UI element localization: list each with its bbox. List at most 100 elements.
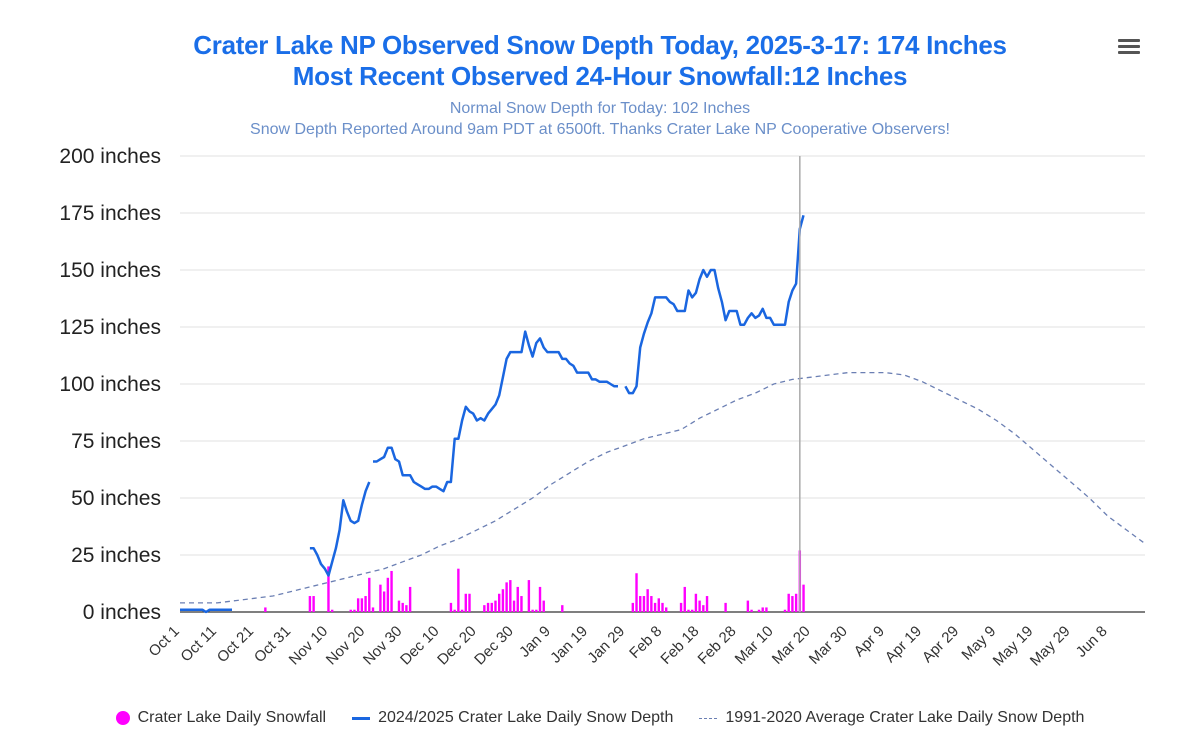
snowfall-bar (512, 600, 516, 612)
snowfall-bar (501, 589, 505, 612)
snow-depth-line (180, 608, 232, 614)
x-tick-label: Mar 10 (732, 623, 777, 668)
x-tick-label: Jan 29 (584, 623, 628, 667)
snowfall-bar (698, 600, 701, 612)
snowfall-bar (802, 584, 805, 612)
snowfall-bar (505, 582, 508, 612)
snowfall-bar (408, 586, 412, 612)
x-tick-label: Oct 11 (177, 623, 219, 665)
snow-depth-line (309, 481, 371, 577)
snowfall-bar (405, 605, 408, 612)
x-tick-label: Oct 1 (145, 623, 182, 660)
snowfall-bar (382, 591, 386, 612)
y-tick-label: 125 inches (59, 316, 161, 339)
snowfall-bar (453, 609, 456, 612)
snowfall-bar (468, 593, 471, 612)
snowfall-bar (631, 602, 635, 612)
snowfall-bar (457, 568, 460, 612)
snowfall-bar (349, 609, 352, 612)
x-tick-label: May 19 (990, 623, 1037, 670)
y-tick-label: 100 inches (59, 373, 161, 396)
x-tick-label: Dec 30 (471, 623, 517, 669)
snowfall-bar (683, 586, 686, 612)
y-tick-label: 50 inches (71, 487, 161, 510)
snowfall-bars (264, 550, 805, 612)
snowfall-bar (750, 609, 753, 612)
snowfall-bar (783, 609, 787, 612)
snowfall-bar (653, 602, 657, 612)
legend-dot-icon (115, 711, 130, 725)
x-tick-label: Dec 20 (434, 623, 480, 669)
snowfall-bar (356, 598, 360, 612)
snowfall-bar (308, 596, 312, 612)
snowfall-bar (791, 596, 794, 612)
snowfall-bar (642, 596, 646, 612)
x-tick-label: Apr 19 (882, 623, 925, 666)
snowfall-bar (520, 596, 523, 612)
snowfall-bar (561, 605, 564, 612)
snowfall-bar (665, 607, 668, 612)
x-tick-label: Nov 20 (323, 623, 369, 669)
grid-lines (180, 155, 1145, 613)
snowfall-bar (657, 598, 660, 612)
chart-subtitle-line1: Normal Snow Depth for Today: 102 Inches (449, 100, 751, 117)
snowfall-bar (386, 577, 390, 612)
snowfall-bar (486, 602, 490, 612)
x-tick-label: Feb 28 (695, 623, 740, 668)
hamburger-menu-icon[interactable] (1116, 36, 1142, 58)
x-tick-label: Jun 8 (1073, 623, 1111, 661)
snowfall-bar (490, 602, 493, 612)
x-tick-label: Feb 18 (657, 623, 702, 668)
snowfall-bar (494, 600, 497, 612)
legend-label: 2024/2025 Crater Lake Daily Snow Depth (378, 709, 674, 726)
y-tick-label: 150 inches (59, 259, 161, 282)
snowfall-bar (746, 600, 750, 612)
snowfall-bar (787, 593, 790, 612)
snowfall-bar (694, 593, 698, 612)
snowfall-bar (535, 609, 538, 612)
x-tick-label: May 29 (1027, 623, 1074, 670)
menu-bar (1118, 51, 1140, 54)
snowfall-bar (464, 593, 467, 612)
snowfall-bar (650, 596, 653, 612)
snowfall-bar (646, 589, 649, 612)
legend-item-average-depth[interactable]: 1991-2020 Average Crater Lake Daily Snow… (699, 709, 1084, 727)
snowfall-bar (497, 593, 501, 612)
chart-subtitle-line2: Snow Depth Reported Around 9am PDT at 65… (250, 121, 950, 138)
x-tick-label: Oct 21 (214, 623, 257, 666)
snowfall-bar (794, 593, 798, 612)
snowfall-bar (371, 607, 375, 612)
snowfall-bar (330, 609, 334, 612)
snowfall-bar (483, 605, 486, 612)
y-tick-label: 25 inches (71, 544, 161, 567)
legend-label: Crater Lake Daily Snowfall (137, 709, 327, 726)
legend-item-snowfall[interactable]: Crater Lake Daily Snowfall (115, 709, 327, 727)
snowfall-bar (639, 596, 642, 612)
y-tick-label: 175 inches (59, 202, 161, 225)
snowfall-bar (360, 598, 364, 612)
y-tick-label: 200 inches (59, 145, 161, 168)
snow-depth-line (373, 330, 618, 493)
snowfall-bar (542, 600, 545, 612)
x-tick-label: Nov 30 (360, 623, 406, 669)
snowfall-bar (327, 566, 330, 612)
snowfall-bar (401, 602, 404, 612)
snowfall-bar (765, 607, 768, 612)
legend-item-current-depth[interactable]: 2024/2025 Crater Lake Daily Snow Depth (352, 709, 673, 727)
x-tick-label: Jan 19 (547, 623, 591, 667)
current-depth-series (180, 214, 805, 614)
y-tick-label: 75 inches (71, 430, 161, 453)
snowfall-bar (531, 609, 534, 612)
snowfall-bar (687, 609, 690, 612)
x-tick-label: Dec 10 (397, 623, 443, 669)
snowfall-bar (368, 577, 371, 612)
snowfall-bar (527, 580, 531, 612)
snowfall-bar (397, 600, 401, 612)
snowfall-bar (509, 580, 512, 612)
snow-depth-line (624, 214, 805, 395)
snowfall-bar (264, 607, 267, 612)
snowfall-bar (379, 584, 382, 612)
average-depth-series (180, 371, 1146, 604)
